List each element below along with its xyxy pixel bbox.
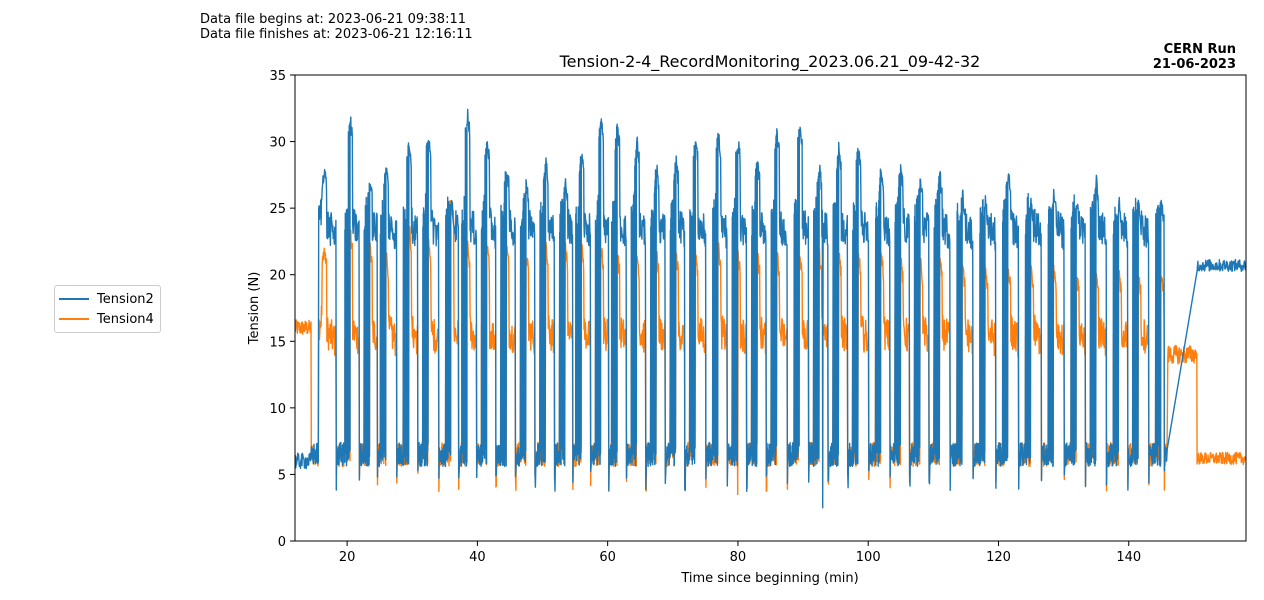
y-tick-label: 5 <box>278 468 286 483</box>
run-label-line1: CERN Run <box>1163 42 1236 57</box>
x-axis-label: Time since beginning (min) <box>680 571 858 586</box>
file-begin-text: Data file begins at: 2023-06-21 09:38:11 <box>200 12 467 27</box>
legend-label-tension2: Tension2 <box>97 291 154 307</box>
x-axis: 20 40 60 80 100 120 140 <box>339 541 1141 565</box>
legend-item-tension4: Tension4 <box>59 309 154 329</box>
series-line-tension2 <box>295 108 1246 509</box>
chart-title: Tension-2-4_RecordMonitoring_2023.06.21_… <box>559 52 981 72</box>
run-label-line2: 21-06-2023 <box>1152 57 1236 72</box>
y-tick-label: 0 <box>278 535 286 550</box>
legend: Tension2 Tension4 <box>54 285 161 333</box>
x-tick-label: 20 <box>339 550 356 565</box>
plot-area <box>294 74 1247 542</box>
file-finish-text: Data file finishes at: 2023-06-21 12:16:… <box>200 27 473 42</box>
y-tick-label: 35 <box>269 69 286 84</box>
y-tick-label: 15 <box>269 335 286 350</box>
y-tick-label: 30 <box>269 136 286 151</box>
legend-label-tension4: Tension4 <box>97 311 154 327</box>
plot-frame <box>294 74 1247 542</box>
y-axis-label: Tension (N) <box>247 272 262 346</box>
x-tick-label: 60 <box>599 550 616 565</box>
y-tick-label: 20 <box>269 269 286 284</box>
x-tick-label: 40 <box>469 550 486 565</box>
x-tick-label: 100 <box>856 550 881 565</box>
y-tick-label: 25 <box>269 202 286 217</box>
legend-item-tension2: Tension2 <box>59 289 154 309</box>
x-tick-label: 140 <box>1116 550 1141 565</box>
y-tick-label: 10 <box>269 402 286 417</box>
legend-swatch-tension2 <box>59 298 89 300</box>
x-tick-label: 120 <box>986 550 1011 565</box>
x-tick-label: 80 <box>730 550 747 565</box>
y-axis: 0 5 10 15 20 25 30 35 <box>269 69 295 550</box>
run-label: CERN Run 21-06-2023 <box>1153 42 1236 72</box>
legend-swatch-tension4 <box>59 318 89 320</box>
